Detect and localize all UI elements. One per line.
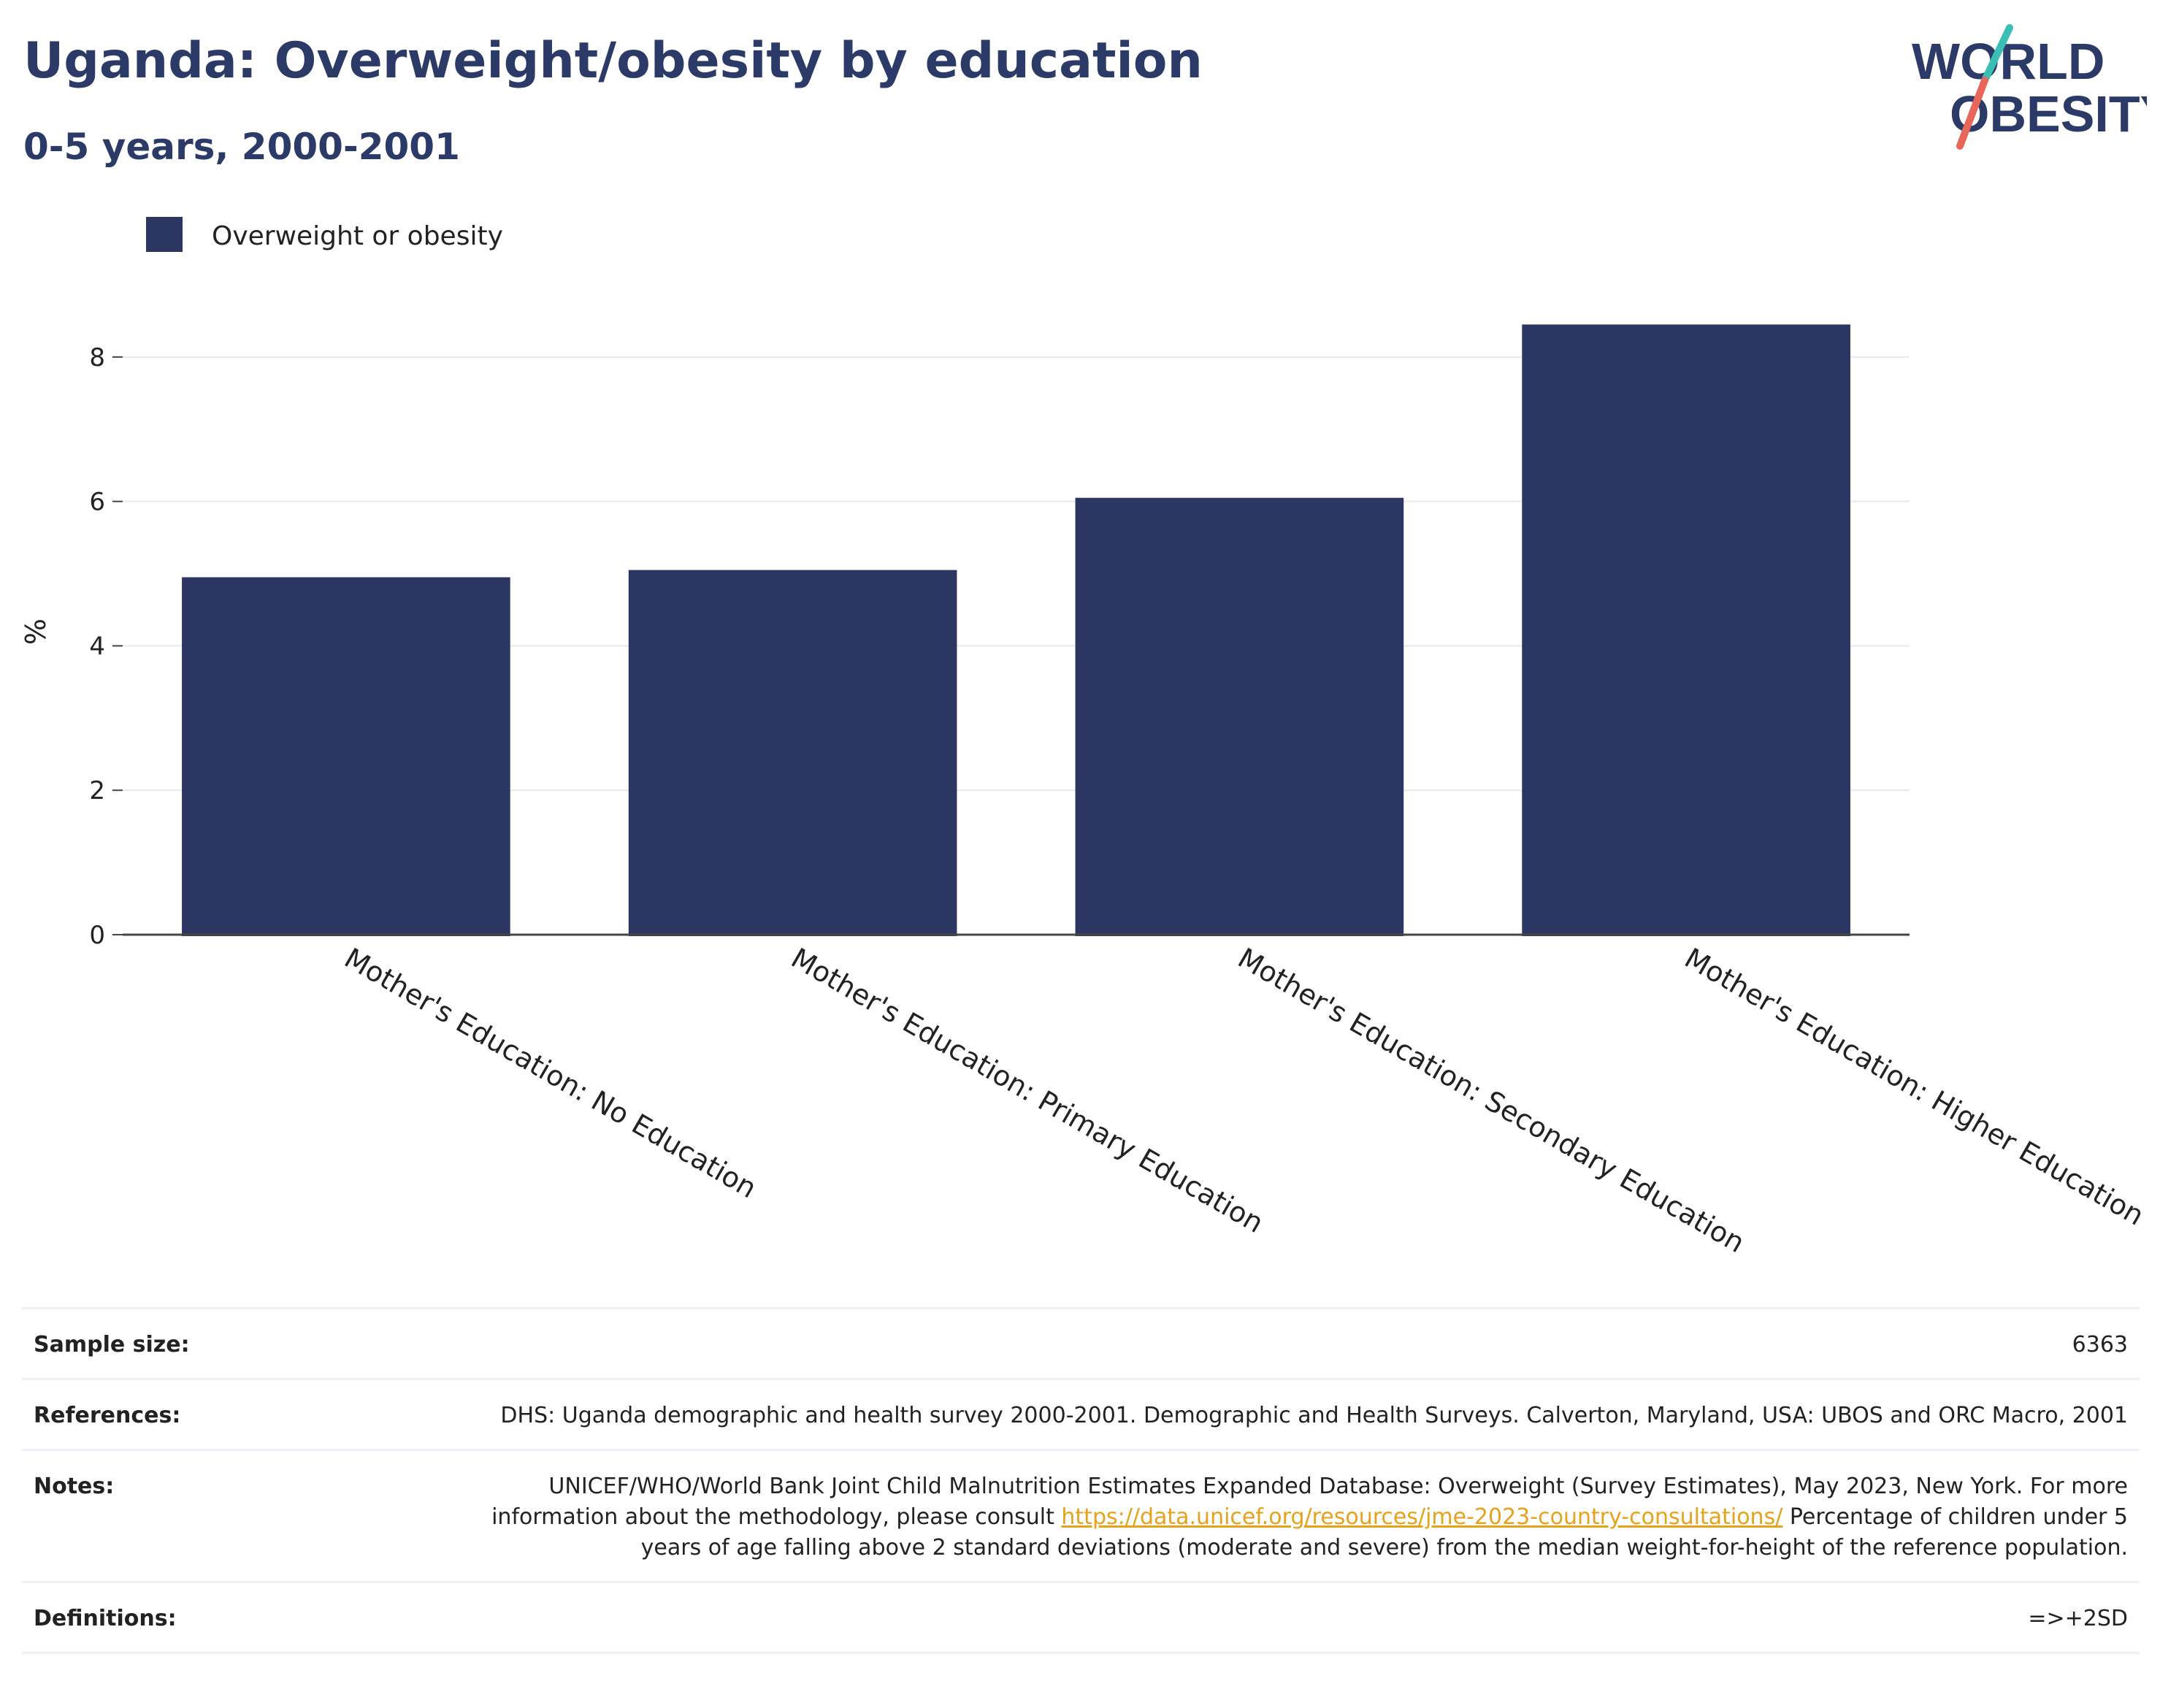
x-tick-label: Mother's Education: Primary Education (786, 942, 1269, 1239)
legend-label: Overweight or obesity (212, 221, 503, 251)
y-axis-title: % (20, 619, 52, 645)
info-row-notes: Notes: UNICEF/WHO/World Bank Joint Child… (22, 1449, 2140, 1582)
legend-swatch (146, 217, 183, 252)
definitions-label: Definitions: (34, 1606, 177, 1631)
info-row-sample-size: Sample size: 6363 (22, 1308, 2140, 1379)
world-obesity-logo: WORLD OBESITY (1912, 24, 2147, 150)
notes-value: UNICEF/WHO/World Bank Joint Child Malnut… (454, 1450, 2140, 1582)
y-tick-label: 2 (89, 776, 105, 805)
references-value: DHS: Uganda demographic and health surve… (500, 1403, 2128, 1428)
y-tick-label: 8 (89, 343, 105, 372)
definitions-value: =>+2SD (2028, 1606, 2128, 1631)
y-tick-label: 4 (89, 632, 105, 661)
info-row-references: References: DHS: Uganda demographic and … (22, 1379, 2140, 1450)
logo-slash-bottom (1956, 77, 1988, 150)
y-tick-label: 0 (89, 921, 105, 950)
logo-line1: WORLD (1912, 33, 2105, 90)
bar (628, 570, 957, 936)
bar (1522, 324, 1850, 936)
references-label: References: (34, 1403, 181, 1428)
info-row-definitions: Definitions: =>+2SD (22, 1582, 2140, 1653)
bar (1075, 497, 1404, 936)
notes-link[interactable]: https://data.unicef.org/resources/jme-20… (1061, 1504, 1783, 1530)
y-tick-label: 6 (89, 488, 105, 517)
info-table: Sample size: 6363 References: DHS: Ugand… (22, 1307, 2140, 1654)
x-tick-label: Mother's Education: Higher Education (1680, 942, 2150, 1232)
logo-slash-top (1981, 24, 2013, 84)
notes-label: Notes: (34, 1474, 115, 1499)
x-tick-label: Mother's Education: No Education (339, 942, 762, 1205)
sample-size-label: Sample size: (34, 1332, 190, 1357)
notes-text-before: UNICEF/WHO/World Bank Joint Child Malnut… (491, 1474, 2128, 1530)
bar-chart: Overweight or obesity 0 2 4 6 8% Mother's Educ… (20, 217, 2150, 1260)
bar (182, 577, 510, 936)
notes-text-after: Percentage of children under 5 years of … (640, 1504, 2128, 1560)
chart-title: Uganda: Overweight/obesity by education (23, 32, 1203, 90)
chart-subtitle: 0-5 years, 2000-2001 (23, 126, 460, 168)
x-tick-label: Mother's Education: Secondary Education (1233, 942, 1750, 1260)
sample-size-value: 6363 (2072, 1332, 2128, 1357)
